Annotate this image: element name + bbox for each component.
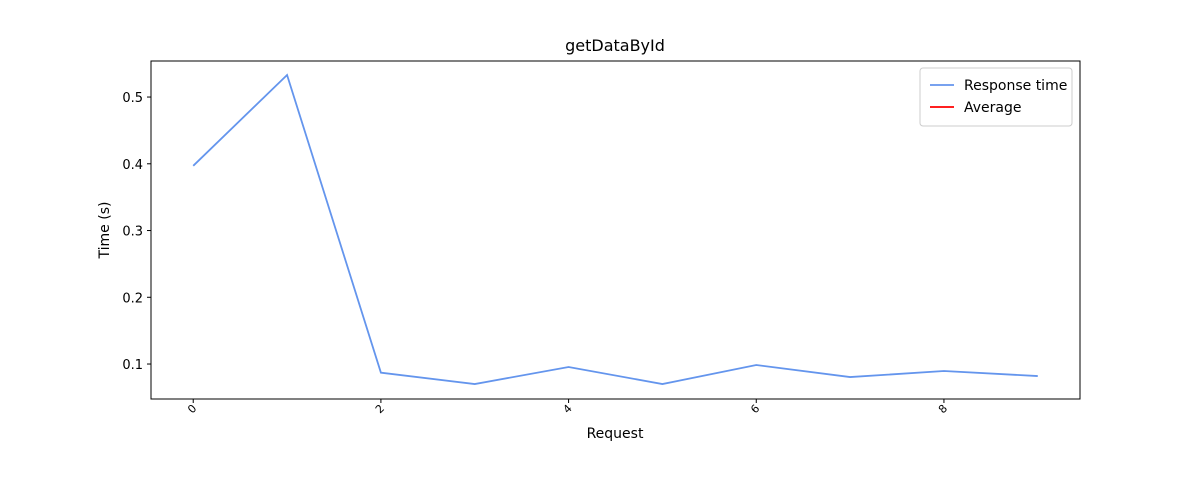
- x-axis-label: Request: [587, 426, 644, 442]
- legend-box: [919, 67, 1073, 127]
- line: [192, 73, 1038, 385]
- x-tick-label: 0: [185, 402, 199, 416]
- y-tick-label: 0.4: [122, 158, 143, 173]
- x-tick-label: 2: [373, 402, 387, 416]
- y-tick-label: 0.3: [122, 225, 143, 240]
- x-tick-label: 4: [561, 402, 575, 416]
- plot-frame: [150, 60, 1081, 400]
- y-tick-label: 0.2: [122, 291, 143, 306]
- x-tick-label: 6: [748, 402, 762, 416]
- x-tick-label: 8: [936, 402, 950, 416]
- chart-title: getDataById: [565, 36, 665, 55]
- legend-label: Average: [964, 100, 1022, 116]
- y-tick-label: 0.1: [122, 358, 143, 373]
- y-axis-label: Time (s): [97, 202, 113, 260]
- legend-label: Response time: [964, 78, 1067, 94]
- y-tick-label: 0.5: [122, 91, 143, 106]
